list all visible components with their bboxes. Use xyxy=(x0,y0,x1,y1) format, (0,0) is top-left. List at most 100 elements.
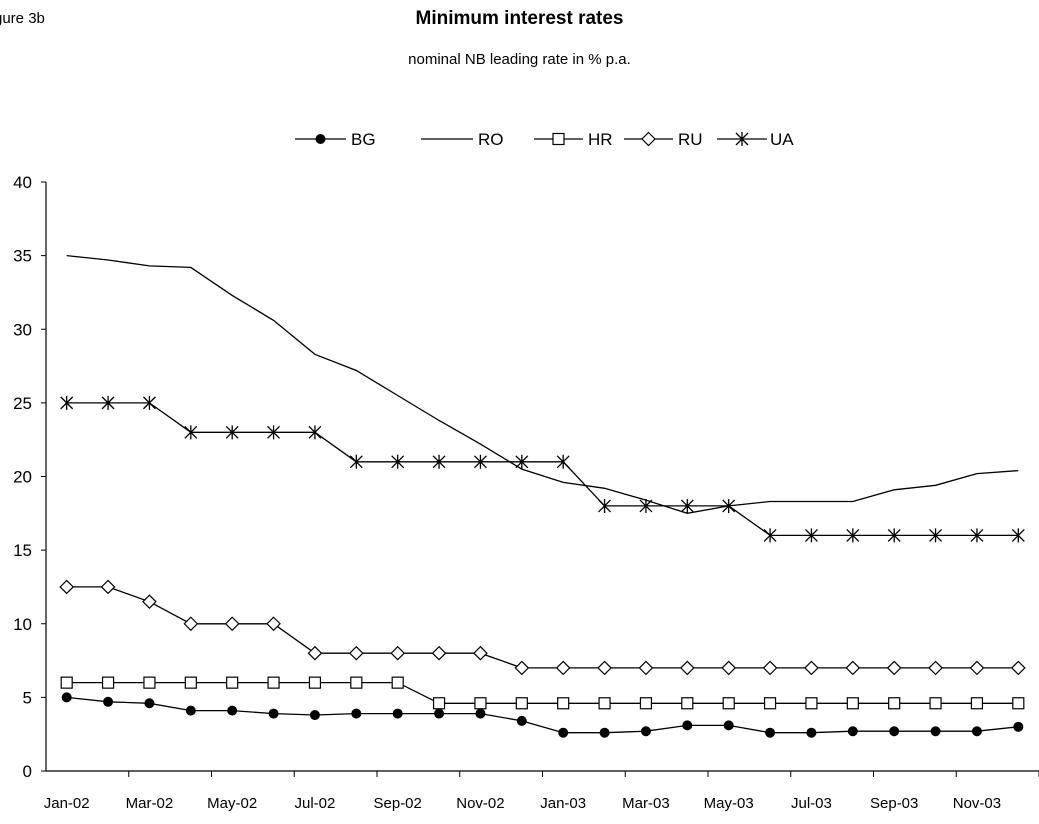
data-point-bg xyxy=(558,727,569,738)
data-point-hr xyxy=(101,676,115,689)
data-point-ru xyxy=(183,616,199,632)
data-point-hr xyxy=(888,697,901,710)
data-point-bg xyxy=(103,696,114,707)
data-point-ua xyxy=(804,528,818,543)
x-tick-label: May-03 xyxy=(704,795,754,812)
data-point-bg xyxy=(227,705,238,716)
legend-item-hr: HR xyxy=(534,130,613,149)
x-tick-label: Sep-03 xyxy=(870,795,918,812)
chart-title: Minimum interest rates xyxy=(415,8,624,29)
data-point-ua xyxy=(722,498,736,513)
data-point-hr xyxy=(350,676,363,689)
data-point-ru xyxy=(390,645,406,661)
data-point-ru xyxy=(473,645,488,661)
series-ua xyxy=(60,395,1025,543)
data-point-hr xyxy=(805,697,818,710)
data-point-ua xyxy=(1011,528,1025,543)
series-line-ro xyxy=(66,254,1019,514)
data-point-bg xyxy=(61,692,72,703)
data-point-ru xyxy=(59,579,75,595)
data-point-bg xyxy=(599,727,610,738)
x-tick-label: Mar-03 xyxy=(622,795,670,812)
series-line-ru xyxy=(66,586,1019,669)
data-point-hr xyxy=(681,697,694,710)
data-point-ua xyxy=(970,528,984,543)
x-tick-label: Jan-02 xyxy=(44,795,90,812)
data-point-hr xyxy=(639,697,653,710)
x-tick-label: Mar-02 xyxy=(126,795,174,812)
data-point-ru xyxy=(721,660,737,676)
data-point-bg xyxy=(392,708,403,719)
data-point-ua xyxy=(349,454,363,469)
data-point-hr xyxy=(1012,697,1025,710)
data-point-ua xyxy=(391,454,405,469)
data-point-ru xyxy=(514,660,530,676)
data-point-ru xyxy=(928,660,943,676)
data-point-bg xyxy=(847,726,858,737)
data-point-ua xyxy=(887,528,901,543)
y-tick-label: 5 xyxy=(23,688,32,707)
data-point-hr xyxy=(515,697,528,710)
legend-label: RO xyxy=(478,130,504,149)
y-tick-label: 0 xyxy=(23,762,32,781)
data-point-ru xyxy=(224,616,240,632)
data-point-ru xyxy=(969,660,985,676)
data-point-bg xyxy=(309,710,320,721)
legend-item-ru: RU xyxy=(624,130,703,149)
data-point-ua xyxy=(515,454,529,469)
figure-label: gure 3b xyxy=(0,10,45,27)
series-line-ua xyxy=(66,402,1019,537)
data-point-ua xyxy=(184,425,198,440)
data-point-bg xyxy=(144,698,155,709)
legend-marker xyxy=(552,132,565,146)
data-point-bg xyxy=(351,708,362,719)
x-tick-label: May-02 xyxy=(207,795,257,812)
data-point-ru xyxy=(1010,660,1026,676)
y-tick-label: 10 xyxy=(13,615,32,634)
data-point-hr xyxy=(846,697,859,710)
y-tick-label: 40 xyxy=(13,173,32,192)
data-point-ru xyxy=(348,645,364,661)
legend-item-ro: RO xyxy=(421,130,504,149)
data-point-bg xyxy=(1013,721,1024,732)
data-point-bg xyxy=(185,705,196,716)
data-point-hr xyxy=(432,697,446,710)
x-tick-label: Nov-02 xyxy=(456,795,504,812)
x-tick-label: Nov-03 xyxy=(953,795,1001,812)
data-point-ru xyxy=(597,660,612,676)
data-point-hr xyxy=(226,676,239,689)
data-point-hr xyxy=(557,697,570,710)
y-tick-label: 25 xyxy=(13,394,32,413)
data-point-hr xyxy=(970,697,984,710)
x-tick-label: Jul-02 xyxy=(295,795,336,812)
data-point-hr xyxy=(60,676,73,689)
series-group xyxy=(59,254,1026,738)
y-tick-label: 35 xyxy=(13,247,32,266)
chart-subtitle: nominal NB leading rate in % p.a. xyxy=(408,51,631,68)
data-point-hr xyxy=(722,697,735,710)
data-point-bg xyxy=(268,708,279,719)
legend-label: RU xyxy=(678,130,703,149)
data-point-hr xyxy=(763,697,777,710)
data-point-ua xyxy=(846,528,860,543)
data-point-ua xyxy=(473,454,487,469)
data-point-ua xyxy=(680,498,694,513)
data-point-hr xyxy=(267,676,280,689)
data-point-bg xyxy=(682,720,693,731)
legend-marker xyxy=(641,131,656,147)
data-point-ua xyxy=(308,425,322,440)
series-line-bg xyxy=(66,696,1019,734)
data-point-ru xyxy=(100,579,116,595)
y-tick-label: 15 xyxy=(13,541,32,560)
legend-item-bg: BG xyxy=(295,130,376,149)
data-point-bg xyxy=(434,708,445,719)
data-point-hr xyxy=(474,697,487,710)
data-point-bg xyxy=(930,726,941,737)
data-point-ru xyxy=(431,645,447,661)
legend-label: BG xyxy=(351,130,376,149)
data-point-ua xyxy=(639,498,653,513)
data-point-bg xyxy=(765,727,776,738)
data-point-ua xyxy=(556,454,570,469)
series-hr xyxy=(60,676,1025,710)
